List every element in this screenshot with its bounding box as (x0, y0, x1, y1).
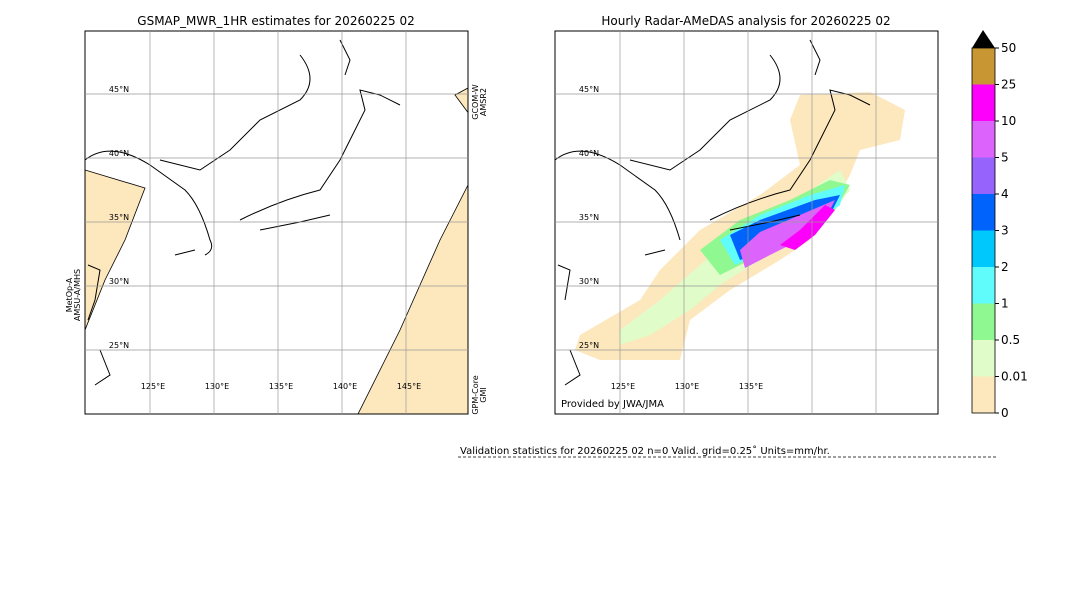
lat-label: 30°N (109, 277, 129, 286)
colorbar-label: 5 (1001, 151, 1009, 165)
sensor-label: GMI (479, 387, 488, 402)
lon-label: 135°E (269, 382, 293, 391)
lon-label: 145°E (397, 382, 421, 391)
lon-label: 135°E (739, 382, 763, 391)
lat-label: 45°N (109, 85, 129, 94)
sensor-label: GCOM-W (471, 84, 480, 120)
colorbar-label: 1 (1001, 297, 1009, 311)
sensor-label: AMSU-A/MHS (73, 269, 82, 321)
lon-label: 125°E (141, 382, 165, 391)
validation-text: Validation statistics for 20260225 02 n=… (460, 445, 830, 457)
colorbar-label: 25 (1001, 78, 1016, 92)
panel-title: Hourly Radar-AMeDAS analysis for 2026022… (601, 14, 890, 28)
colorbar-segment (972, 48, 995, 85)
sensor-label: AMSR2 (479, 88, 488, 116)
colorbar-segment (972, 230, 995, 267)
left-map (85, 39, 468, 414)
colorbar-segment (972, 121, 995, 158)
colorbar-extend (972, 30, 995, 48)
colorbar-segment (972, 267, 995, 304)
colorbar-segment (972, 340, 995, 377)
lat-label: 45°N (579, 85, 599, 94)
sensor-label: GPM-Core (471, 375, 480, 414)
credit: Provided by JWA/JMA (561, 399, 664, 410)
colorbar-label: 50 (1001, 41, 1016, 55)
lon-label: 125°E (611, 382, 635, 391)
lat-label: 35°N (109, 213, 129, 222)
lat-label: 30°N (579, 277, 599, 286)
colorbar-label: 0.01 (1001, 370, 1028, 384)
lon-label: 140°E (333, 382, 357, 391)
colorbar-segment (972, 194, 995, 231)
colorbar-label: 4 (1001, 187, 1009, 201)
colorbar-segment (972, 84, 995, 121)
colorbar-segment (972, 157, 995, 194)
lat-label: 25°N (579, 341, 599, 350)
right-frame (554, 30, 939, 415)
lon-label: 130°E (675, 382, 699, 391)
colorbar-segment (972, 376, 995, 413)
colorbar-label: 0.5 (1001, 333, 1020, 347)
panel-title: GSMAP_MWR_1HR estimates for 20260225 02 (137, 14, 414, 28)
colorbar-label: 10 (1001, 114, 1016, 128)
colorbar-label: 0 (1001, 406, 1009, 420)
sensor-label: MetOp-A (65, 277, 74, 312)
left-frame (84, 30, 469, 415)
colorbar-segment (972, 303, 995, 340)
colorbar-label: 2 (1001, 260, 1009, 274)
lon-label: 130°E (205, 382, 229, 391)
right-map (555, 39, 905, 386)
lat-label: 35°N (579, 213, 599, 222)
lat-label: 25°N (109, 341, 129, 350)
colorbar-label: 3 (1001, 224, 1009, 238)
lat-label: 40°N (579, 149, 599, 158)
lat-label: 40°N (109, 149, 129, 158)
